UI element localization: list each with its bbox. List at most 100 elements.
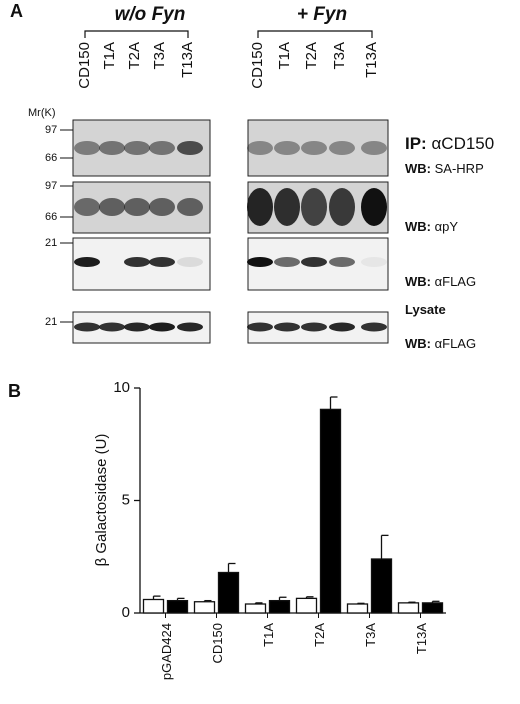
blot-band [274,257,300,267]
lane-label: T13A [363,42,380,78]
blot-band [99,198,125,216]
row-label: WB: αFLAG [405,336,476,351]
blot-band [124,141,150,155]
blot-band [74,141,100,155]
blot-band [247,322,273,332]
row-label-text: αCD150 [431,134,494,153]
lane-label: T3A [151,42,168,70]
lane-label: T2A [126,42,143,70]
row-label-text: αFLAG [435,336,476,351]
blot-band [149,322,175,332]
bar [193,601,216,614]
blot-band [124,257,150,267]
blot [247,119,389,177]
row-label: Lysate [405,302,446,317]
marker-label: 66 [45,211,57,223]
blot-band [124,198,150,216]
x-tick-label: CD150 [210,623,225,663]
blot-band [301,257,327,267]
bar [346,603,369,614]
blot-band [329,322,355,332]
bar [166,599,189,614]
blot-band [177,257,203,267]
row-label: WB: αFLAG [405,274,476,289]
panel-label: B [8,381,21,401]
row-label-prefix: WB: [405,161,431,176]
blot-band [247,141,273,155]
blot-band [274,188,300,226]
bracket [84,30,189,38]
blot-band [361,322,387,332]
blot-band [149,141,175,155]
blot-band [74,257,100,267]
bar [217,571,240,614]
blot-band [177,322,203,332]
row-label-prefix: WB: [405,219,431,234]
blot-band [301,141,327,155]
blot-band [301,322,327,332]
group-title: w/o Fyn [115,4,186,25]
blot-band [361,257,387,267]
y-tick-label: 10 [113,379,130,396]
blot-band [361,188,387,226]
row-label-prefix: WB: [405,336,431,351]
x-tick-label: pGAD424 [159,623,174,680]
row-label: IP: αCD150 [405,134,494,153]
bracket [257,30,373,38]
blot-band [329,257,355,267]
blot-band [247,257,273,267]
blot-band [149,257,175,267]
row-label-prefix: Lysate [405,302,446,317]
marker-label: 97 [45,180,57,192]
marker-label: 66 [45,152,57,164]
lane-label: T1A [276,42,293,70]
lane-label: T13A [179,42,196,78]
lane-label: T3A [331,42,348,70]
lane-label: CD150 [249,42,266,89]
row-label: WB: αpY [405,219,458,234]
marker-label: 21 [45,237,57,249]
row-label-text: SA-HRP [435,161,484,176]
x-tick-label: T13A [414,623,429,654]
blot-band [149,198,175,216]
panel-label: A [10,1,23,21]
bar [142,598,165,614]
row-label: WB: SA-HRP [405,161,484,176]
bar [319,408,342,614]
blot-band [74,198,100,216]
bar [370,558,393,614]
bar [244,603,267,614]
blot-band [177,141,203,155]
bar [397,602,420,614]
blot-band [274,322,300,332]
blot-band [329,141,355,155]
y-tick-label: 5 [122,491,130,508]
blot-band [99,322,125,332]
marker-label: 97 [45,124,57,136]
blot-band [124,322,150,332]
y-tick-label: 0 [122,604,130,621]
lane-label: CD150 [76,42,93,89]
mr-label: Mr(K) [28,107,56,119]
blot-band [99,141,125,155]
bar [295,597,318,614]
y-axis-label: β Galactosidase (U) [93,434,110,567]
blot-band [301,188,327,226]
blot-band [361,141,387,155]
bar [421,602,444,614]
x-tick-label: T2A [312,623,327,647]
row-label-prefix: WB: [405,274,431,289]
lane-label: T2A [303,42,320,70]
blot-band [177,198,203,216]
blot-band [329,188,355,226]
row-label-text: αFLAG [435,274,476,289]
blot-band [274,141,300,155]
blot-band [74,322,100,332]
row-label-prefix: IP: [405,134,427,153]
marker-label: 21 [45,316,57,328]
blot-band [247,188,273,226]
x-tick-label: T3A [363,623,378,647]
x-tick-label: T1A [261,623,276,647]
group-title: + Fyn [297,4,347,25]
